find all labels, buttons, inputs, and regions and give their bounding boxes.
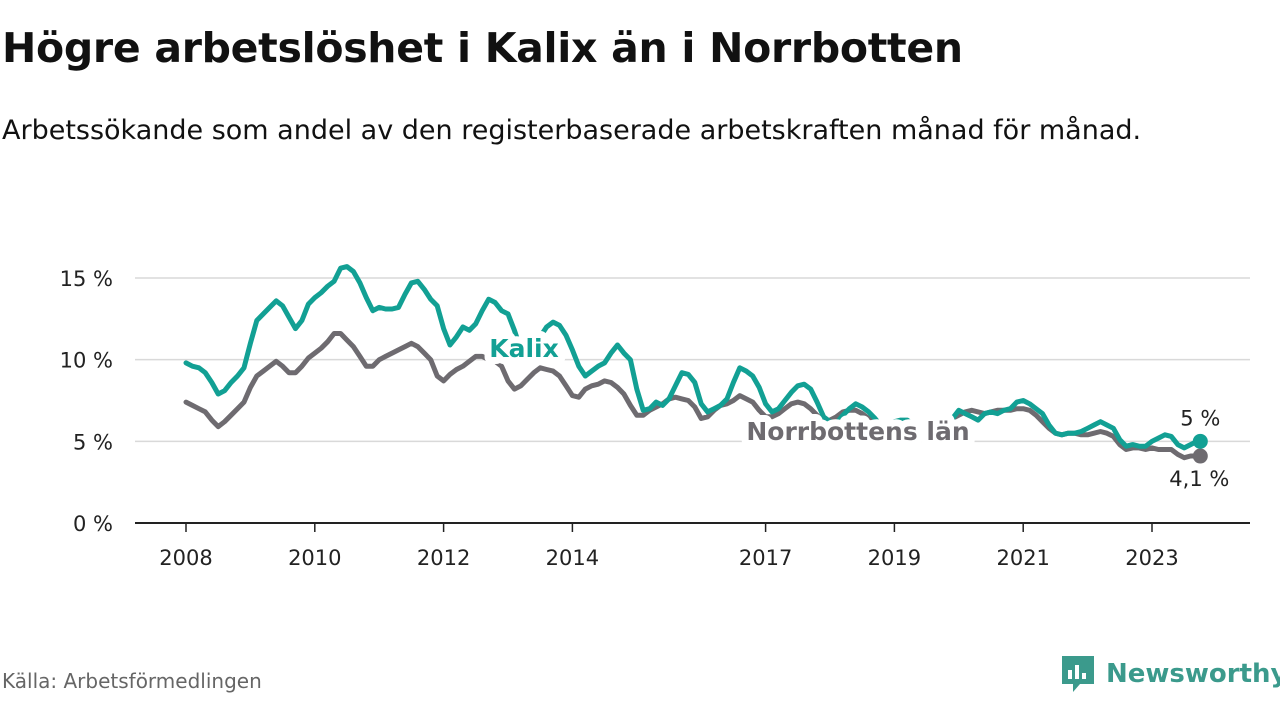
- chart-title: Högre arbetslöshet i Kalix än i Norrbott…: [2, 24, 963, 72]
- x-tick-label: 2008: [159, 546, 212, 570]
- series-label-kalix: Kalix: [489, 334, 559, 363]
- x-tick-label: 2021: [996, 546, 1049, 570]
- y-tick-label: 5 %: [73, 430, 113, 454]
- source-note: Källa: Arbetsförmedlingen: [2, 669, 262, 693]
- x-tick-label: 2019: [868, 546, 921, 570]
- brand-logo[interactable]: Newsworthy: [1060, 652, 1280, 696]
- bar-chart-bubble-icon: [1062, 656, 1094, 692]
- y-tick-label: 15 %: [60, 267, 113, 291]
- brand-name: Newsworthy: [1106, 659, 1280, 689]
- x-tick-label: 2010: [288, 546, 341, 570]
- x-tick-label: 2023: [1125, 546, 1178, 570]
- end-marker-kalix: [1192, 433, 1208, 449]
- x-tick-label: 2017: [739, 546, 792, 570]
- chart-subtitle: Arbetssökande som andel av den registerb…: [2, 115, 1142, 146]
- end-marker-norrbotten: [1192, 448, 1208, 464]
- y-tick-label: 10 %: [60, 349, 113, 373]
- y-tick-label: 0 %: [73, 512, 113, 536]
- series-line-kalix: [183, 264, 1203, 451]
- series-line-norrbotten: [183, 331, 1203, 461]
- series-label-norrbotten: Norrbottens län: [746, 417, 969, 446]
- end-label-norrbotten: 4,1 %: [1169, 467, 1229, 491]
- x-tick-label: 2012: [417, 546, 470, 570]
- x-tick-label: 2014: [546, 546, 599, 570]
- end-label-kalix: 5 %: [1180, 406, 1220, 430]
